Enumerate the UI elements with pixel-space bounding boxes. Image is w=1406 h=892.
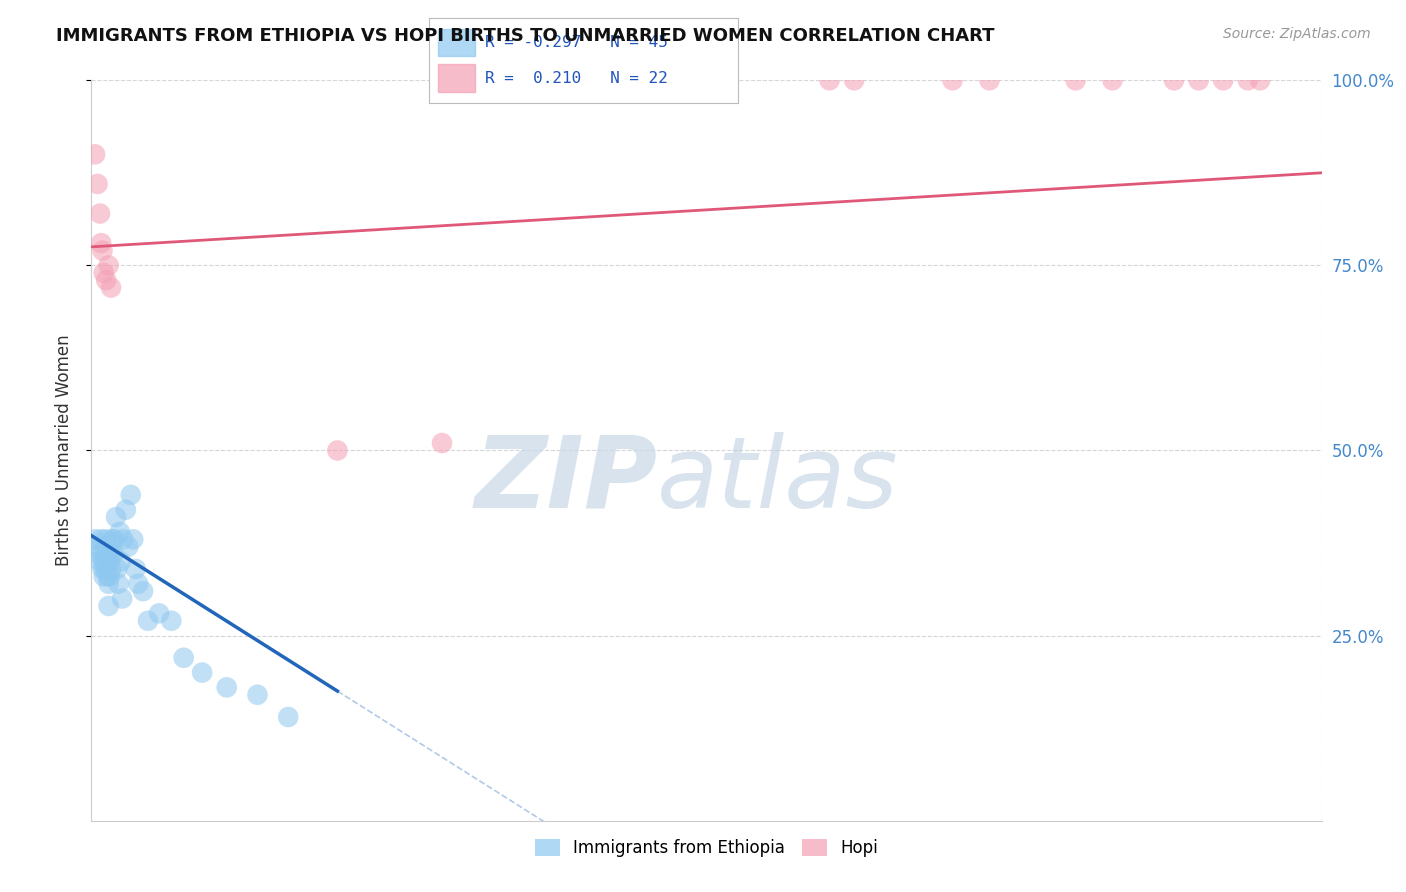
- Point: [96, 569, 118, 583]
- Point: [98, 555, 121, 569]
- Point: [90, 236, 112, 251]
- Text: R = -0.297   N = 45: R = -0.297 N = 45: [485, 35, 668, 50]
- Point: [112, 533, 135, 547]
- Point: [94, 562, 117, 576]
- Point: [89, 555, 111, 569]
- Bar: [439, 29, 475, 56]
- Point: [979, 73, 1001, 87]
- Point: [160, 614, 183, 628]
- Y-axis label: Births to Unmarried Women: Births to Unmarried Women: [55, 334, 73, 566]
- Point: [104, 533, 127, 547]
- Point: [96, 547, 117, 561]
- Point: [148, 607, 170, 621]
- Point: [96, 555, 118, 569]
- Point: [105, 510, 127, 524]
- Point: [93, 266, 115, 280]
- Point: [107, 576, 129, 591]
- Point: [108, 524, 131, 539]
- Point: [1163, 73, 1185, 87]
- Point: [97, 599, 120, 613]
- Point: [246, 688, 269, 702]
- Point: [173, 650, 195, 665]
- Point: [84, 147, 107, 161]
- Point: [818, 73, 841, 87]
- Point: [105, 562, 128, 576]
- Point: [100, 280, 122, 294]
- Legend: Immigrants from Ethiopia, Hopi: Immigrants from Ethiopia, Hopi: [529, 832, 884, 864]
- Point: [86, 540, 108, 554]
- Text: atlas: atlas: [657, 432, 898, 529]
- Text: IMMIGRANTS FROM ETHIOPIA VS HOPI BIRTHS TO UNMARRIED WOMEN CORRELATION CHART: IMMIGRANTS FROM ETHIOPIA VS HOPI BIRTHS …: [56, 27, 994, 45]
- Point: [97, 576, 120, 591]
- Point: [191, 665, 214, 680]
- Point: [97, 259, 120, 273]
- Point: [1187, 73, 1209, 87]
- Point: [91, 244, 114, 258]
- Point: [430, 436, 453, 450]
- Point: [1249, 73, 1271, 87]
- Point: [215, 681, 238, 695]
- Point: [93, 555, 115, 569]
- Point: [136, 614, 159, 628]
- Point: [110, 555, 132, 569]
- Point: [111, 591, 134, 606]
- Point: [120, 488, 142, 502]
- Point: [101, 533, 124, 547]
- Point: [96, 533, 117, 547]
- Point: [89, 206, 111, 220]
- Text: ZIP: ZIP: [474, 432, 657, 529]
- Point: [1101, 73, 1123, 87]
- Point: [98, 569, 121, 583]
- Point: [91, 547, 114, 561]
- Point: [84, 533, 107, 547]
- Point: [91, 562, 114, 576]
- Point: [122, 533, 145, 547]
- Text: R =  0.210   N = 22: R = 0.210 N = 22: [485, 70, 668, 86]
- Point: [96, 273, 117, 287]
- Point: [90, 533, 112, 547]
- Point: [86, 177, 108, 191]
- Point: [941, 73, 963, 87]
- Point: [100, 562, 122, 576]
- Point: [1212, 73, 1234, 87]
- Point: [132, 584, 155, 599]
- Point: [326, 443, 349, 458]
- Point: [842, 73, 865, 87]
- Point: [100, 547, 122, 561]
- Bar: [439, 64, 475, 92]
- Point: [127, 576, 149, 591]
- Point: [103, 547, 125, 561]
- Text: Source: ZipAtlas.com: Source: ZipAtlas.com: [1223, 27, 1371, 41]
- Point: [277, 710, 299, 724]
- Point: [124, 562, 146, 576]
- Point: [1237, 73, 1260, 87]
- Point: [87, 547, 110, 561]
- Point: [1064, 73, 1087, 87]
- Point: [114, 502, 138, 516]
- Point: [117, 540, 139, 554]
- Point: [93, 569, 115, 583]
